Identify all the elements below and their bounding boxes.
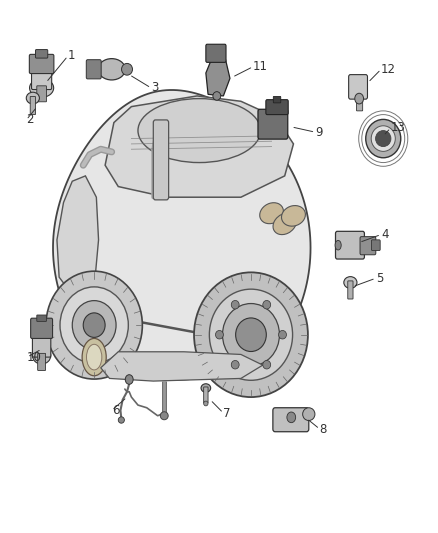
Ellipse shape — [98, 59, 125, 80]
Ellipse shape — [29, 78, 53, 97]
Ellipse shape — [260, 203, 283, 224]
FancyBboxPatch shape — [37, 315, 46, 321]
FancyBboxPatch shape — [30, 96, 35, 115]
Ellipse shape — [209, 289, 293, 381]
Ellipse shape — [194, 272, 308, 397]
Text: 8: 8 — [320, 423, 327, 435]
Ellipse shape — [201, 384, 211, 392]
Polygon shape — [53, 90, 311, 380]
Ellipse shape — [355, 93, 364, 104]
Ellipse shape — [72, 301, 116, 350]
Ellipse shape — [60, 287, 128, 364]
Ellipse shape — [344, 277, 357, 288]
Polygon shape — [105, 96, 293, 197]
Polygon shape — [57, 176, 99, 309]
FancyBboxPatch shape — [258, 109, 288, 139]
Ellipse shape — [263, 301, 271, 309]
Ellipse shape — [215, 330, 223, 339]
Text: 2: 2 — [26, 114, 34, 126]
Text: 13: 13 — [391, 122, 406, 134]
Ellipse shape — [46, 271, 142, 379]
Text: 9: 9 — [315, 126, 323, 139]
FancyBboxPatch shape — [371, 240, 380, 251]
FancyBboxPatch shape — [348, 281, 353, 299]
Text: 6: 6 — [112, 404, 119, 417]
Ellipse shape — [125, 375, 133, 384]
FancyBboxPatch shape — [32, 332, 51, 357]
Ellipse shape — [335, 240, 341, 250]
FancyBboxPatch shape — [273, 408, 309, 432]
Text: 1: 1 — [68, 50, 75, 62]
Ellipse shape — [26, 92, 39, 104]
FancyBboxPatch shape — [86, 60, 101, 79]
Ellipse shape — [366, 119, 401, 158]
Ellipse shape — [263, 360, 271, 369]
Text: 3: 3 — [151, 82, 159, 94]
FancyBboxPatch shape — [37, 86, 46, 102]
FancyBboxPatch shape — [266, 100, 288, 115]
FancyBboxPatch shape — [273, 96, 281, 103]
Text: 5: 5 — [376, 272, 383, 285]
Ellipse shape — [160, 411, 168, 420]
Ellipse shape — [282, 206, 305, 226]
Ellipse shape — [273, 213, 297, 235]
FancyBboxPatch shape — [206, 44, 226, 62]
FancyBboxPatch shape — [35, 50, 48, 58]
Ellipse shape — [82, 338, 106, 376]
Ellipse shape — [231, 301, 239, 309]
Polygon shape — [101, 352, 263, 381]
FancyBboxPatch shape — [357, 96, 363, 111]
Ellipse shape — [371, 126, 396, 151]
FancyBboxPatch shape — [336, 231, 364, 259]
Ellipse shape — [303, 408, 315, 421]
Ellipse shape — [138, 99, 261, 163]
Ellipse shape — [236, 318, 266, 352]
Ellipse shape — [204, 401, 208, 406]
Ellipse shape — [213, 92, 221, 100]
Ellipse shape — [122, 63, 132, 75]
FancyBboxPatch shape — [38, 353, 46, 370]
FancyBboxPatch shape — [32, 68, 52, 90]
Text: 4: 4 — [381, 228, 389, 241]
Ellipse shape — [118, 417, 124, 423]
FancyBboxPatch shape — [153, 120, 169, 200]
FancyBboxPatch shape — [29, 54, 54, 74]
Text: 7: 7 — [223, 407, 231, 419]
FancyBboxPatch shape — [349, 75, 367, 99]
Text: 10: 10 — [27, 351, 42, 364]
Ellipse shape — [279, 330, 286, 339]
FancyBboxPatch shape — [31, 318, 53, 338]
Ellipse shape — [86, 344, 102, 370]
Ellipse shape — [231, 360, 239, 369]
Ellipse shape — [32, 347, 51, 364]
Polygon shape — [206, 57, 230, 96]
Ellipse shape — [223, 304, 279, 366]
Circle shape — [287, 412, 296, 423]
FancyBboxPatch shape — [204, 387, 208, 403]
Text: 12: 12 — [381, 63, 396, 76]
Text: 11: 11 — [253, 60, 268, 73]
Ellipse shape — [375, 131, 391, 147]
Ellipse shape — [83, 313, 105, 337]
FancyBboxPatch shape — [360, 237, 376, 255]
